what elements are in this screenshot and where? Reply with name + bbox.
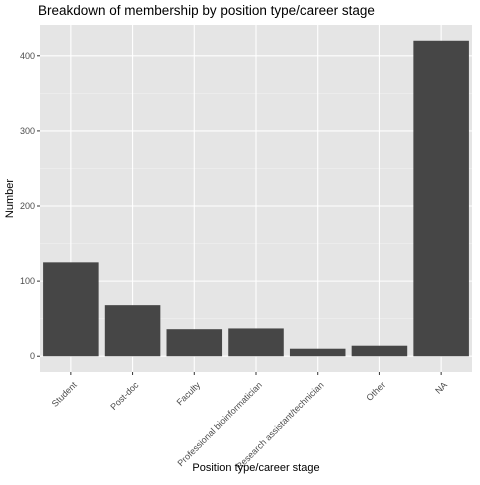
x-tick-label: Student: [50, 380, 79, 409]
y-axis-title: Number: [4, 179, 16, 218]
bar: [43, 262, 99, 357]
y-tick-label: 300: [20, 126, 35, 136]
x-tick-label: Faculty: [175, 380, 203, 408]
x-tick-label: Other: [364, 380, 387, 403]
bar: [104, 305, 161, 357]
x-axis-title: Position type/career stage: [192, 462, 319, 474]
y-tick-label: 200: [20, 201, 35, 211]
y-tick-label: 0: [30, 351, 35, 361]
chart-title: Breakdown of membership by position type…: [38, 3, 375, 18]
bar: [166, 329, 223, 357]
bar: [289, 348, 346, 357]
bar: [413, 40, 469, 357]
x-tick-label: Post-doc: [108, 380, 141, 413]
y-tick-label: 100: [20, 276, 35, 286]
x-tick-label: NA: [433, 380, 449, 396]
bar: [351, 345, 408, 357]
y-tick-label: 400: [20, 51, 35, 61]
bar: [228, 328, 284, 357]
